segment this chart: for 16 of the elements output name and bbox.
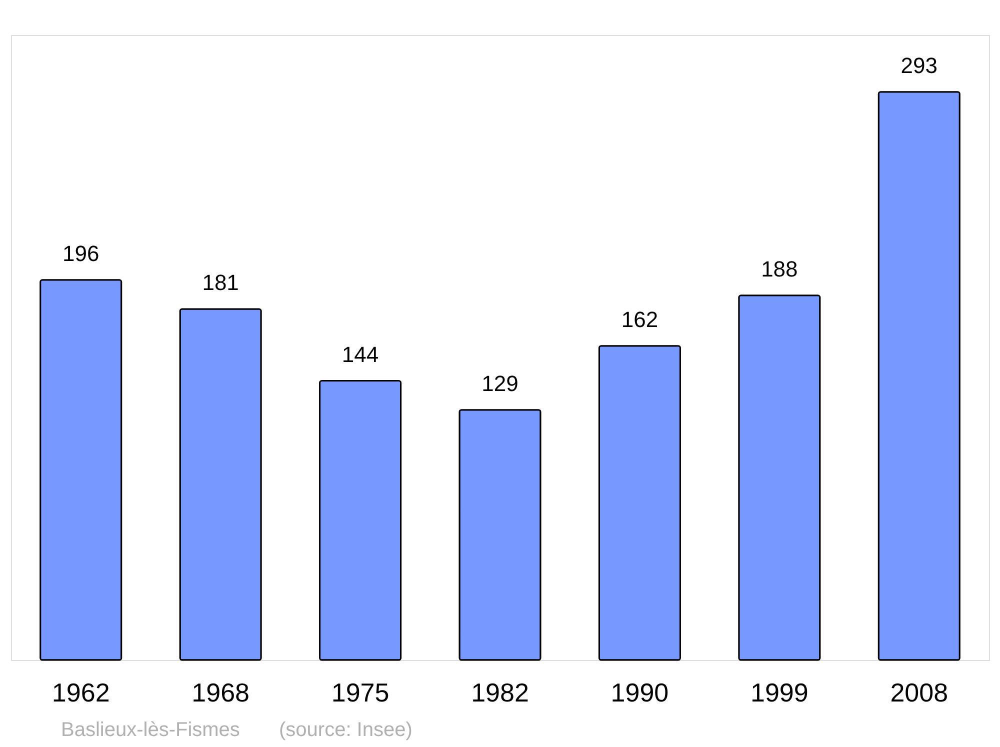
text: (source: Insee) bbox=[279, 719, 412, 741]
data-label: 181 bbox=[202, 270, 239, 296]
x-tick-label: 1968 bbox=[192, 678, 250, 708]
data-label: 129 bbox=[482, 370, 518, 396]
x-tick-label: 2008 bbox=[890, 678, 948, 708]
x-tick-label: 1999 bbox=[750, 678, 808, 708]
x-tick-label: 1975 bbox=[331, 678, 390, 708]
x-tick-label: 1962 bbox=[52, 678, 110, 708]
text: Baslieux-lès-Fismes bbox=[61, 719, 240, 741]
data-label: 196 bbox=[62, 240, 100, 266]
data-label: 188 bbox=[761, 256, 798, 282]
data-label: 144 bbox=[342, 342, 379, 367]
data-label: 293 bbox=[900, 52, 938, 78]
data-label: 162 bbox=[621, 306, 658, 332]
x-tick-label: 1990 bbox=[610, 678, 669, 708]
x-tick-label: 1982 bbox=[471, 678, 529, 708]
